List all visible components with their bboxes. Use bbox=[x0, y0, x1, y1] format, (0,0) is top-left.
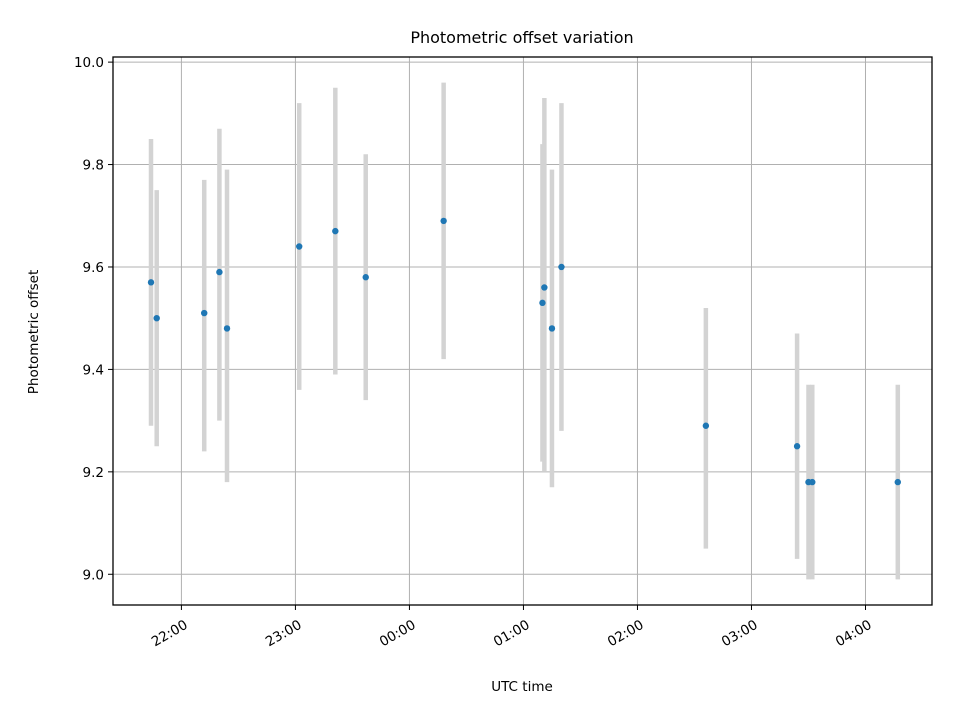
data-point bbox=[548, 325, 556, 332]
data-point bbox=[793, 443, 801, 450]
data-point bbox=[362, 274, 369, 281]
y-tick-label: 9.2 bbox=[83, 465, 104, 481]
data-point bbox=[541, 284, 548, 291]
data-point bbox=[296, 243, 303, 250]
data-point bbox=[216, 268, 223, 276]
y-tick-label: 9.8 bbox=[83, 158, 104, 174]
y-tick-label: 9.4 bbox=[83, 362, 104, 378]
plot-area-frame bbox=[112, 56, 933, 606]
data-point bbox=[894, 478, 901, 486]
data-point bbox=[223, 325, 231, 332]
data-point bbox=[440, 217, 447, 225]
data-point bbox=[539, 299, 546, 307]
y-axis-label: Photometric offset bbox=[26, 270, 42, 394]
data-point bbox=[558, 263, 565, 271]
data-point bbox=[153, 314, 160, 322]
data-points bbox=[147, 217, 901, 486]
y-tick-label: 10.0 bbox=[74, 55, 104, 71]
data-point bbox=[702, 422, 710, 429]
y-tick-label: 9.0 bbox=[83, 567, 104, 583]
y-tick-label: 9.6 bbox=[83, 260, 104, 276]
chart-title: Photometric offset variation bbox=[410, 28, 633, 47]
data-point bbox=[809, 478, 816, 486]
x-axis-label: UTC time bbox=[491, 679, 553, 695]
data-point bbox=[332, 227, 339, 235]
data-point bbox=[201, 309, 208, 317]
data-point bbox=[147, 279, 155, 286]
